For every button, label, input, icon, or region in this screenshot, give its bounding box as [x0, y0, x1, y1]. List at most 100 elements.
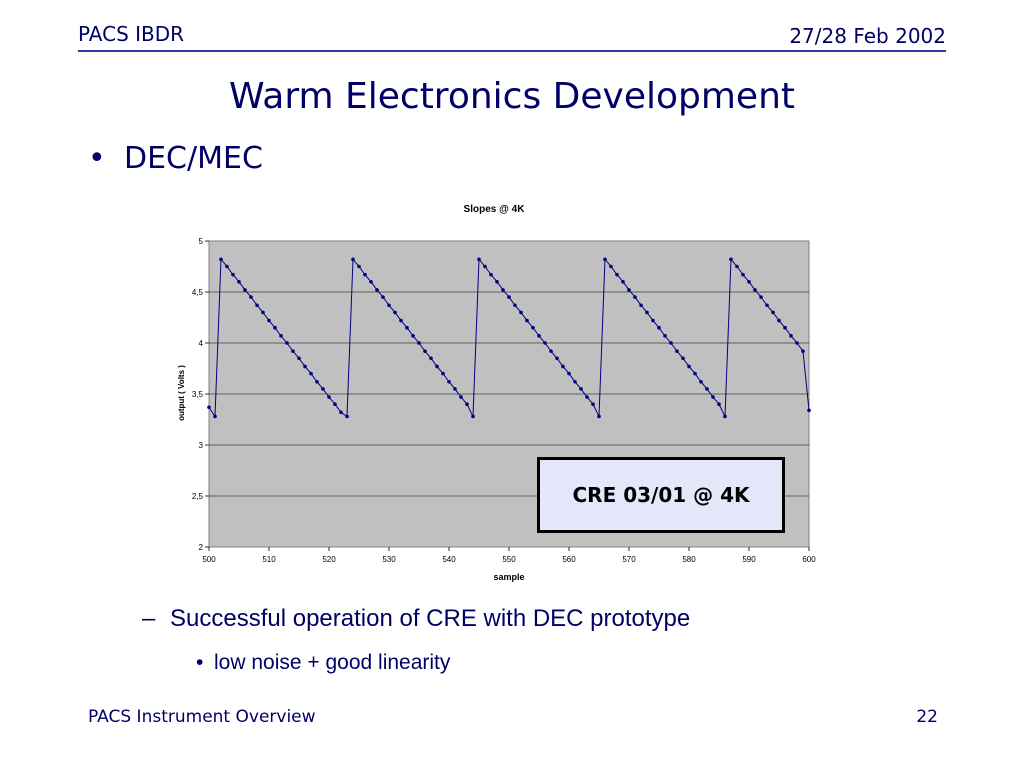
data-point [681, 356, 685, 361]
data-point [243, 288, 247, 292]
data-point [477, 257, 481, 262]
data-point [603, 257, 607, 262]
page-number: 22 [916, 707, 938, 727]
data-point [651, 318, 655, 323]
data-point [405, 325, 409, 330]
data-point [261, 310, 265, 315]
data-point [363, 272, 367, 277]
data-point [723, 414, 727, 419]
slide-title: Warm Electronics Development [228, 76, 796, 117]
data-point [219, 257, 223, 262]
data-point [231, 272, 235, 277]
data-point [357, 264, 361, 269]
data-point [327, 395, 331, 399]
header-date: 27/28 Feb 2002 [789, 24, 946, 48]
data-point [621, 280, 625, 284]
data-point [375, 288, 379, 292]
data-point [423, 349, 427, 353]
data-point [633, 295, 637, 299]
data-point [339, 410, 343, 415]
data-point [273, 325, 277, 330]
data-point [411, 334, 415, 338]
data-point [765, 303, 769, 308]
bullet-marker: • [88, 141, 106, 176]
data-point [567, 371, 571, 376]
data-point [801, 349, 805, 353]
data-point [687, 364, 691, 369]
data-point [771, 310, 775, 315]
data-point [579, 387, 583, 391]
data-point [303, 364, 307, 369]
data-point [237, 280, 241, 284]
data-point [387, 303, 391, 308]
data-point [225, 264, 229, 269]
data-point [615, 272, 619, 277]
y-tick-label: 3 [199, 441, 204, 450]
bullet-dec-mec: • DEC/MEC [88, 141, 263, 176]
data-point [729, 257, 733, 262]
sub-bullet: – Successful operation of CRE with DEC pr… [142, 605, 690, 633]
data-point [507, 295, 511, 299]
data-point [693, 371, 697, 376]
data-point [657, 325, 661, 330]
x-tick-label: 500 [202, 555, 216, 564]
data-point [429, 356, 433, 361]
x-tick-label: 560 [562, 555, 576, 564]
data-point [393, 310, 397, 315]
data-point [741, 272, 745, 277]
data-point [489, 272, 493, 277]
data-point [609, 264, 613, 269]
data-point [639, 303, 643, 308]
x-axis: 500 510 520 530 540 550 560 570 580 590 600 [202, 547, 816, 564]
data-point [435, 364, 439, 369]
data-point [471, 414, 475, 419]
x-tick-label: 510 [262, 555, 276, 564]
sub-bullet-text: Successful operation of CRE with DEC pro… [170, 605, 691, 632]
y-tick-label: 4 [199, 339, 204, 348]
data-point [525, 318, 529, 323]
data-point [585, 395, 589, 399]
data-point [333, 402, 337, 406]
data-point [441, 371, 445, 376]
data-point [591, 402, 595, 406]
chart-title: Slopes @ 4K [464, 204, 526, 215]
data-point [381, 295, 385, 299]
y-tick-label: 5 [199, 237, 204, 246]
bullet-text: DEC/MEC [124, 141, 263, 176]
data-point [291, 349, 295, 353]
x-tick-label: 550 [502, 555, 516, 564]
data-point [369, 280, 373, 284]
data-point [285, 341, 289, 345]
x-tick-label: 580 [682, 555, 696, 564]
data-point [399, 318, 403, 323]
x-tick-label: 520 [322, 555, 336, 564]
y-axis: 2 2,5 3 3,5 4 4,5 5 [192, 237, 209, 552]
data-point [747, 280, 751, 284]
x-tick-label: 530 [382, 555, 396, 564]
data-point [315, 379, 319, 384]
y-tick-label: 4,5 [192, 288, 204, 297]
data-point [783, 325, 787, 330]
data-point [675, 349, 679, 353]
footer-left-label: PACS Instrument Overview [88, 707, 316, 727]
data-point [321, 387, 325, 391]
data-point [759, 295, 763, 299]
data-point [561, 364, 565, 369]
data-point [807, 408, 811, 413]
y-tick-label: 2 [199, 543, 204, 552]
data-point [789, 334, 793, 338]
data-point [663, 334, 667, 338]
header-divider [78, 50, 946, 52]
x-tick-label: 540 [442, 555, 456, 564]
sub-sub-bullet-text: low noise + good linearity [214, 651, 451, 674]
data-point [735, 264, 739, 269]
data-point [459, 395, 463, 399]
sub-bullet-marker: – [142, 605, 156, 632]
x-tick-label: 570 [622, 555, 636, 564]
data-point [537, 334, 541, 338]
data-point [213, 414, 217, 419]
data-point [417, 341, 421, 345]
data-point [519, 310, 523, 315]
data-point [345, 414, 349, 419]
data-point [777, 318, 781, 323]
